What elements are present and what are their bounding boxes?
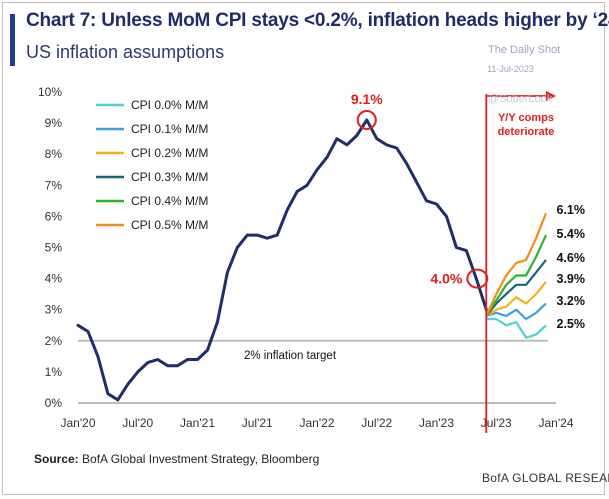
peak-circle xyxy=(356,109,377,130)
watermark-publisher: The Daily Shot xyxy=(488,44,561,56)
y-tick-label: 2% xyxy=(45,334,63,348)
chart-frame xyxy=(2,2,605,495)
x-tick-label: Jul'23 xyxy=(481,416,512,430)
scenario-end-label: 2.5% xyxy=(557,317,586,331)
x-tick-label: Jan'20 xyxy=(61,416,96,430)
y-tick-label: 10% xyxy=(38,85,62,99)
scenario-line xyxy=(485,302,547,321)
scenario-end-label: 3.2% xyxy=(557,294,586,308)
watermark-date: 11-Jul-2023 xyxy=(487,64,534,74)
scenario-end-label: 3.9% xyxy=(557,272,586,286)
chart-title: Chart 7: Unless MoM CPI stays <0.2%, inf… xyxy=(26,10,609,31)
source-label: Source: xyxy=(34,452,79,466)
legend-label: CPI 0.5% M/M xyxy=(131,218,208,232)
y-tick-label: 1% xyxy=(45,365,63,379)
y-tick-label: 3% xyxy=(45,303,63,317)
y-tick-label: 0% xyxy=(45,396,63,410)
actual-cpi-line xyxy=(76,118,488,402)
latest-circle xyxy=(466,268,489,289)
y-tick-label: 6% xyxy=(45,209,63,223)
x-tick-label: Jul'21 xyxy=(242,416,273,430)
arrow-head-icon xyxy=(546,91,556,101)
x-tick-label: Jan'23 xyxy=(419,416,454,430)
x-tick-label: Jul'22 xyxy=(361,416,392,430)
scenario-end-label: 6.1% xyxy=(557,203,586,217)
vline-label-line2: deteriorate xyxy=(498,126,555,138)
y-tick-label: 7% xyxy=(45,178,63,192)
scenario-line xyxy=(486,317,547,339)
scenario-line xyxy=(485,281,547,317)
y-tick-label: 9% xyxy=(45,116,63,130)
latest-label: 4.0% xyxy=(430,271,462,287)
legend-label: CPI 0.2% M/M xyxy=(131,146,208,160)
scenario-end-label: 4.6% xyxy=(557,251,586,265)
x-tick-label: Jan'22 xyxy=(300,416,335,430)
chart-subtitle: US inflation assumptions xyxy=(26,42,225,62)
y-tick-label: 5% xyxy=(45,241,63,255)
peak-label: 9.1% xyxy=(351,91,383,107)
source-note: Source: BofA Global Investment Strategy,… xyxy=(34,452,319,466)
scenario-line xyxy=(485,212,548,317)
source-text: BofA Global Investment Strategy, Bloombe… xyxy=(82,452,320,466)
x-tick-label: Jan'24 xyxy=(539,416,574,430)
brand-footer: BofA GLOBAL RESEARCH xyxy=(482,471,609,485)
vline-label-line1: Y/Y comps xyxy=(498,112,554,124)
title-accent-bar xyxy=(10,14,15,66)
legend-label: CPI 0.3% M/M xyxy=(131,170,208,184)
legend-label: CPI 0.1% M/M xyxy=(131,122,208,136)
legend-label: CPI 0.4% M/M xyxy=(131,194,208,208)
scenario-end-label: 5.4% xyxy=(557,227,586,241)
y-tick-label: 4% xyxy=(45,272,63,286)
x-tick-label: Jan'21 xyxy=(180,416,215,430)
scenario-line xyxy=(485,234,548,317)
watermark-handle: @SoberLook xyxy=(488,93,553,105)
legend-label: CPI 0.0% M/M xyxy=(131,98,208,112)
x-tick-label: Jul'20 xyxy=(122,416,153,430)
target-line-label: 2% inflation target xyxy=(244,350,337,362)
scenario-line xyxy=(485,259,547,317)
y-tick-label: 8% xyxy=(45,147,63,161)
